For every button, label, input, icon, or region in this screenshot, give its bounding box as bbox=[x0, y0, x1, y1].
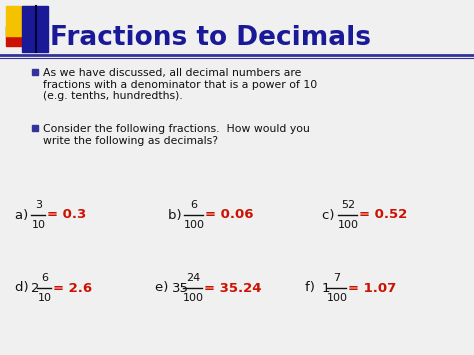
Text: = 0.06: = 0.06 bbox=[205, 208, 254, 222]
Text: = 0.3: = 0.3 bbox=[47, 208, 87, 222]
Text: 100: 100 bbox=[327, 293, 347, 303]
Text: As we have discussed, all decimal numbers are: As we have discussed, all decimal number… bbox=[43, 68, 301, 78]
Text: 2: 2 bbox=[31, 282, 40, 295]
Text: Fractions to Decimals: Fractions to Decimals bbox=[50, 25, 371, 51]
Text: = 35.24: = 35.24 bbox=[204, 282, 262, 295]
Bar bbox=[32, 69, 38, 75]
Text: 24: 24 bbox=[186, 273, 200, 283]
Text: b): b) bbox=[168, 208, 186, 222]
Text: c): c) bbox=[322, 208, 339, 222]
Text: 7: 7 bbox=[333, 273, 340, 283]
Bar bbox=[6, 26, 36, 46]
Text: d): d) bbox=[15, 282, 33, 295]
Text: 3: 3 bbox=[35, 200, 42, 210]
Text: a): a) bbox=[15, 208, 33, 222]
Text: Consider the following fractions.  How would you: Consider the following fractions. How wo… bbox=[43, 124, 310, 134]
Text: (e.g. tenths, hundredths).: (e.g. tenths, hundredths). bbox=[43, 91, 183, 101]
Text: 6: 6 bbox=[41, 273, 48, 283]
Text: = 1.07: = 1.07 bbox=[348, 282, 397, 295]
Text: f): f) bbox=[305, 282, 319, 295]
Text: 35: 35 bbox=[172, 282, 189, 295]
Text: = 2.6: = 2.6 bbox=[54, 282, 92, 295]
Bar bbox=[22, 6, 48, 52]
Text: 100: 100 bbox=[337, 220, 358, 230]
Text: 100: 100 bbox=[183, 220, 204, 230]
Bar bbox=[6, 6, 36, 36]
Text: 10: 10 bbox=[31, 220, 46, 230]
Text: 10: 10 bbox=[37, 293, 52, 303]
Text: 52: 52 bbox=[341, 200, 355, 210]
Text: = 0.52: = 0.52 bbox=[359, 208, 408, 222]
Bar bbox=[32, 125, 38, 131]
Text: 6: 6 bbox=[191, 200, 198, 210]
Text: 100: 100 bbox=[182, 293, 203, 303]
Text: fractions with a denominator that is a power of 10: fractions with a denominator that is a p… bbox=[43, 80, 317, 89]
Text: 1: 1 bbox=[321, 282, 330, 295]
Text: write the following as decimals?: write the following as decimals? bbox=[43, 136, 218, 146]
Text: e): e) bbox=[155, 282, 173, 295]
